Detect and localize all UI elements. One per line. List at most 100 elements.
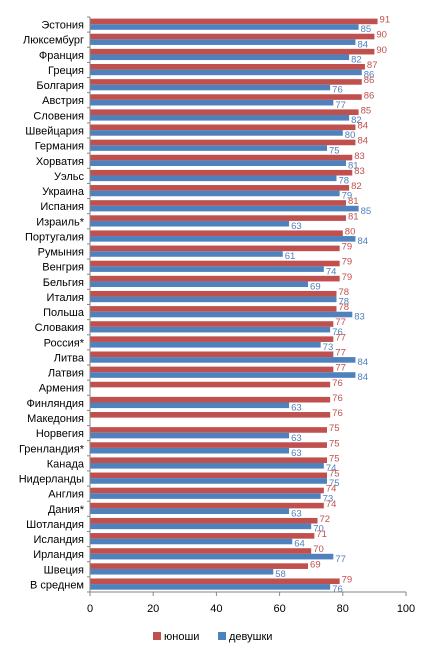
bar-boys: [90, 63, 365, 70]
value-label-boys: 84: [357, 136, 368, 147]
value-label-boys: 78: [338, 302, 349, 313]
bar-boys: [90, 169, 353, 176]
category-label: Франция: [39, 50, 84, 62]
bar-girls: [90, 190, 340, 197]
value-label-girls: 75: [329, 145, 340, 156]
bar-boys: [90, 109, 359, 115]
bar-girls: [90, 402, 290, 409]
bar-boys: [90, 18, 378, 25]
x-tick-label: 60: [273, 603, 285, 615]
value-label-boys: 91: [380, 15, 391, 26]
bar-boys: [90, 578, 340, 585]
category-label: Израиль*: [36, 216, 84, 228]
bar-boys: [90, 290, 337, 297]
value-label-boys: 77: [335, 347, 346, 358]
bar-girls: [90, 296, 337, 303]
category-label: Шотландия: [26, 519, 84, 531]
x-tick-label: 0: [87, 603, 93, 615]
bar-girls: [90, 538, 293, 545]
bars-group: [90, 18, 378, 590]
bar-girls: [90, 220, 290, 227]
value-label-girls: 74: [326, 463, 337, 474]
category-label: Швейцария: [25, 125, 84, 137]
category-label: Украина: [42, 186, 85, 198]
category-labels: Эстония Люксембург Франция Греция Болгария Ав…: [19, 20, 85, 592]
value-label-boys: 69: [310, 559, 321, 570]
value-label-boys: 70: [313, 544, 324, 555]
value-label-girls: 86: [364, 70, 375, 81]
value-label-girls: 79: [342, 191, 353, 202]
bar-girls: [90, 584, 331, 590]
bar-boys: [90, 412, 331, 418]
value-label-girls: 64: [294, 539, 305, 550]
value-label-girls: 85: [361, 24, 372, 35]
category-label: В среднем: [30, 579, 84, 591]
bar-girls: [90, 341, 321, 348]
bar-girls: [90, 236, 356, 242]
value-label-boys: 71: [316, 529, 327, 540]
value-label-boys: 83: [354, 151, 365, 162]
legend-label-girls: девушки: [229, 631, 272, 643]
value-label-boys: 87: [367, 60, 378, 71]
x-ticks: 0 20 40 60 80 100: [87, 16, 415, 615]
bar-girls: [90, 372, 356, 378]
value-label-boys: 74: [326, 499, 337, 510]
value-label-boys: 85: [361, 105, 372, 116]
legend-label-boys: юноши: [164, 631, 199, 643]
category-label: Канада: [47, 458, 85, 470]
category-label: Венгрия: [42, 262, 84, 274]
bar-boys: [90, 381, 331, 388]
category-label: Польша: [43, 307, 85, 319]
value-label-girls: 77: [335, 100, 346, 111]
value-label-girls: 75: [329, 478, 340, 489]
bar-boys: [90, 48, 375, 55]
value-label-girls: 58: [275, 569, 286, 580]
value-label-girls: 74: [326, 266, 337, 277]
value-label-girls: 81: [348, 160, 359, 171]
bar-girls: [90, 311, 353, 318]
value-label-girls: 78: [338, 297, 349, 308]
category-label: Армения: [39, 383, 84, 395]
value-label-boys: 90: [376, 45, 387, 56]
bar-boys: [90, 396, 331, 403]
bar-boys: [90, 94, 362, 100]
category-label: Словакия: [35, 322, 84, 334]
bar-boys: [90, 79, 362, 85]
bar-girls: [90, 160, 346, 166]
value-label-boys: 76: [332, 393, 343, 404]
value-label-boys: 79: [342, 272, 353, 283]
value-label-boys: 75: [329, 438, 340, 449]
category-label: Эстония: [41, 20, 84, 32]
x-tick-label: 40: [210, 603, 222, 615]
bar-girls: [90, 523, 312, 530]
legend-swatch-girls: [218, 632, 226, 640]
bar-girls: [90, 326, 331, 333]
bar-boys: [90, 351, 334, 358]
value-label-girls: 84: [357, 39, 368, 50]
bar-boys: [90, 472, 327, 479]
category-label: Норвегия: [36, 428, 84, 440]
value-label-girls: 76: [332, 85, 343, 96]
value-label-boys: 75: [329, 453, 340, 464]
bar-girls: [90, 493, 321, 499]
value-label-boys: 81: [348, 196, 359, 207]
bar-girls: [90, 39, 356, 45]
value-label-girls: 78: [338, 176, 349, 187]
value-label-girls: 77: [335, 554, 346, 565]
value-label-boys: 76: [332, 408, 343, 419]
bar-boys: [90, 502, 324, 509]
category-label: Гренландия*: [19, 443, 85, 455]
category-label: Уэльс: [54, 171, 85, 183]
value-label-boys: 79: [342, 574, 353, 585]
bar-girls: [90, 508, 290, 515]
value-label-girls: 82: [351, 54, 362, 65]
value-label-girls: 83: [354, 312, 365, 323]
bar-girls: [90, 568, 274, 575]
bar-boys: [90, 260, 340, 267]
value-label-girls: 63: [291, 221, 302, 232]
value-label-girls: 84: [357, 357, 368, 368]
value-label-boys: 76: [332, 378, 343, 389]
bar-girls: [90, 205, 359, 212]
value-label-boys: 78: [338, 287, 349, 298]
